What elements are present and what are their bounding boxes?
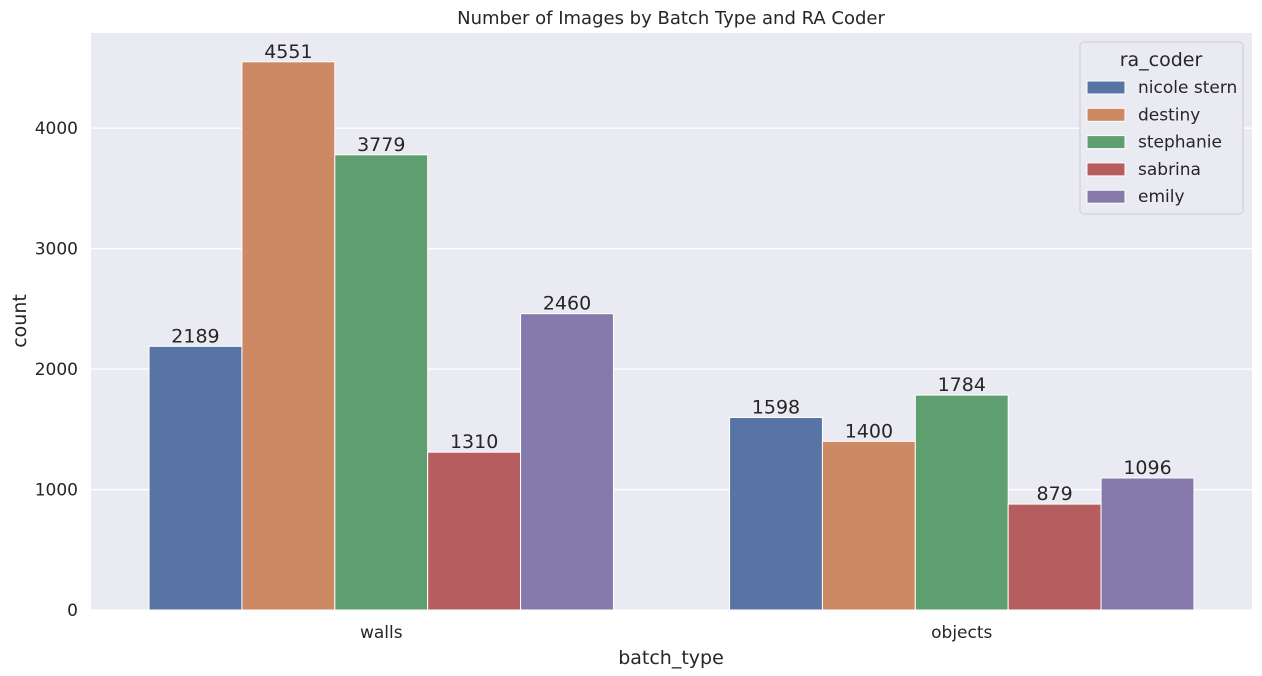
bar	[148, 345, 243, 611]
bar-labels: 2189 4551 3779 1310 2460 1598 1400 1784 879 1096	[171, 41, 1171, 505]
bar-value-label: 2460	[543, 293, 591, 315]
bar-value-label: 1310	[450, 431, 498, 453]
y-tick-label: 2000	[35, 360, 78, 380]
legend-label: emily	[1138, 187, 1185, 207]
legend-swatch	[1086, 107, 1126, 122]
x-axis-ticks: walls objects	[360, 623, 993, 643]
y-tick-label: 0	[67, 601, 78, 621]
x-tick-label: walls	[360, 623, 403, 643]
legend-swatch	[1086, 135, 1126, 150]
bar-value-label: 879	[1036, 483, 1072, 505]
legend-label: stephanie	[1138, 133, 1222, 153]
y-tick-label: 1000	[35, 481, 78, 501]
legend-items: nicole stern destiny stephanie sabrina emily	[1086, 78, 1237, 207]
y-axis-ticks: 0 1000 2000 3000 4000	[35, 119, 78, 621]
legend: ra_coder nicole stern destiny stephanie sab…	[1079, 41, 1244, 215]
bar	[427, 451, 522, 611]
legend-label: destiny	[1138, 105, 1200, 125]
bar	[821, 440, 916, 611]
legend-label: sabrina	[1138, 160, 1201, 180]
legend-swatch	[1086, 80, 1126, 95]
bar-value-label: 2189	[171, 325, 219, 347]
bar-value-label: 1598	[752, 397, 800, 419]
bars	[148, 61, 1195, 611]
y-tick-label: 4000	[35, 119, 78, 139]
bar	[334, 154, 429, 611]
bar-value-label: 1400	[845, 420, 893, 442]
legend-title: ra_coder	[1120, 49, 1203, 71]
y-tick-label: 3000	[35, 240, 78, 260]
bar	[241, 61, 336, 611]
bar	[520, 313, 614, 611]
bar	[1007, 503, 1102, 611]
bar	[1100, 477, 1195, 611]
bar	[914, 394, 1009, 611]
y-axis-label: count	[9, 294, 31, 348]
bar-value-label: 1096	[1123, 457, 1171, 479]
x-tick-label: objects	[931, 623, 992, 643]
bar-value-label: 4551	[264, 41, 312, 63]
bar-value-label: 3779	[357, 134, 405, 156]
legend-swatch	[1086, 162, 1126, 177]
bar	[729, 417, 823, 611]
legend-label: nicole stern	[1138, 78, 1237, 98]
chart-title: Number of Images by Batch Type and RA Co…	[457, 8, 885, 29]
legend-swatch	[1086, 189, 1126, 204]
bar-value-label: 1784	[938, 374, 986, 396]
x-axis-label: batch_type	[618, 647, 724, 669]
